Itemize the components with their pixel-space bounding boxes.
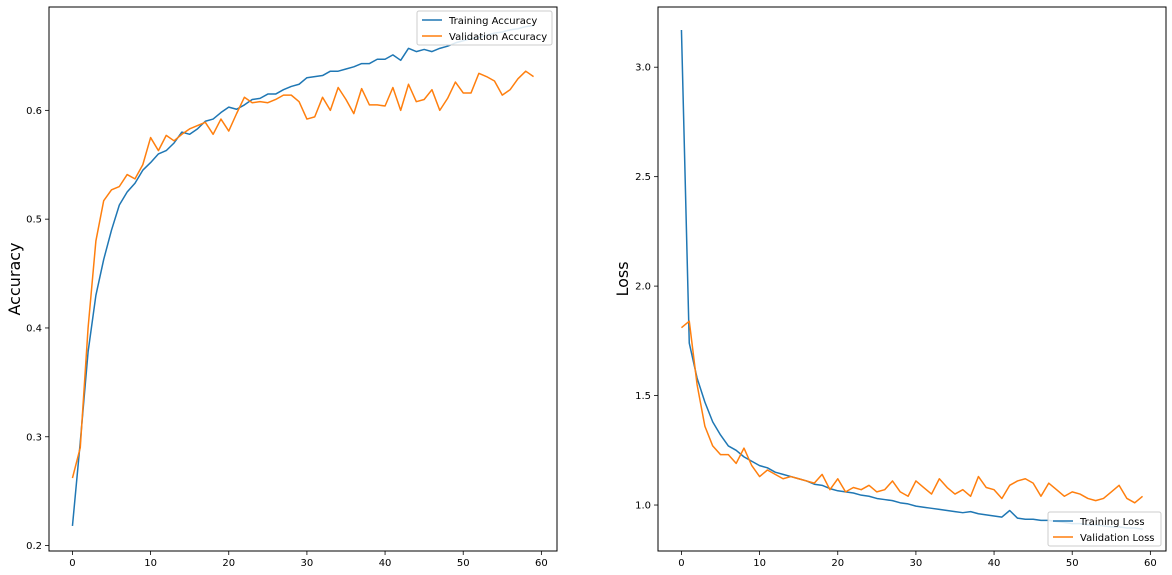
loss-y-axis-label: Loss xyxy=(613,261,632,296)
accuracy-series-line-validation xyxy=(71,70,534,479)
accuracy-x-tick-label: 60 xyxy=(535,558,548,569)
loss-legend-label-validation: Validation Loss xyxy=(1080,533,1155,544)
loss-tick-layer: 0 10 20 30 40 50 60 1.0 1.5 2.0 2.5 3.0 xyxy=(635,63,1157,569)
loss-legend-label-training: Training Loss xyxy=(1079,517,1145,528)
loss-x-tick-label: 10 xyxy=(753,558,766,569)
accuracy-plot-area xyxy=(48,6,558,552)
accuracy-y-tick-label: 0.2 xyxy=(26,541,42,552)
accuracy-y-tick-label: 0.6 xyxy=(26,106,42,117)
accuracy-chart: 0 10 20 30 40 50 60 0.2 0.3 0.4 0.5 0.6 Accuracy Tr… xyxy=(5,6,558,569)
accuracy-legend-box xyxy=(416,10,553,46)
loss-x-tick-label: 60 xyxy=(1144,558,1157,569)
accuracy-x-tick-label: 20 xyxy=(222,558,235,569)
accuracy-y-tick-label: 0.4 xyxy=(26,323,42,334)
loss-x-tick-label: 20 xyxy=(831,558,844,569)
loss-y-tick-label: 2.0 xyxy=(635,282,651,293)
accuracy-legend-label-training: Training Accuracy xyxy=(448,16,537,27)
loss-chart: 0 10 20 30 40 50 60 1.0 1.5 2.0 2.5 3.0 Loss Traini… xyxy=(613,6,1167,569)
loss-y-tick-label: 1.0 xyxy=(635,501,651,512)
loss-legend-box xyxy=(1047,511,1162,547)
loss-y-tick-label: 2.5 xyxy=(635,172,651,183)
loss-y-tick-label: 3.0 xyxy=(635,63,651,74)
accuracy-x-tick-label: 50 xyxy=(457,558,470,569)
accuracy-y-tick-label: 0.3 xyxy=(26,432,42,443)
accuracy-x-tick-label: 40 xyxy=(379,558,392,569)
loss-x-tick-label: 40 xyxy=(988,558,1001,569)
loss-y-tick-label: 1.5 xyxy=(635,391,651,402)
accuracy-y-axis-label: Accuracy xyxy=(5,242,24,315)
accuracy-y-tick-label: 0.5 xyxy=(26,215,42,226)
loss-x-tick-label: 30 xyxy=(910,558,923,569)
loss-x-tick-label: 0 xyxy=(678,558,684,569)
accuracy-tick-layer: 0 10 20 30 40 50 60 0.2 0.3 0.4 0.5 0.6 xyxy=(26,106,548,569)
loss-plot-area xyxy=(657,6,1167,552)
loss-x-tick-label: 50 xyxy=(1066,558,1079,569)
accuracy-x-tick-label: 30 xyxy=(301,558,314,569)
accuracy-x-tick-label: 0 xyxy=(69,558,75,569)
accuracy-legend-label-validation: Validation Accuracy xyxy=(449,32,547,43)
loss-legend: Training Loss Validation Loss xyxy=(1047,511,1162,547)
loss-series-line-validation xyxy=(680,320,1144,504)
accuracy-x-tick-label: 10 xyxy=(144,558,157,569)
accuracy-legend: Training Accuracy Validation Accuracy xyxy=(416,10,553,46)
